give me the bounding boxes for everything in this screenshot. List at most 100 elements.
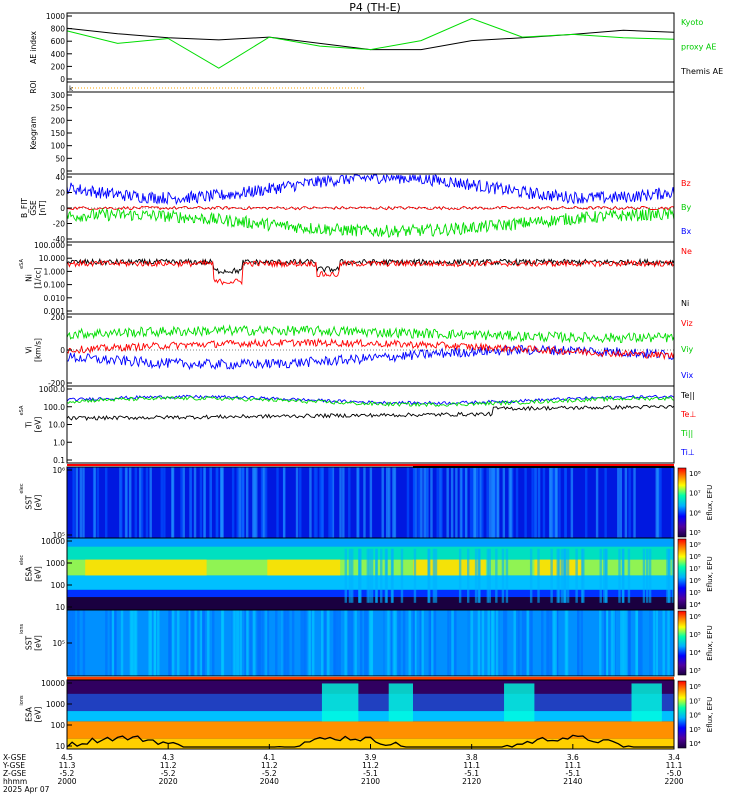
spectrogram-band: [469, 467, 473, 538]
spectrogram-band: [433, 610, 437, 676]
spectrogram-band: [320, 610, 324, 676]
spectrogram-band: [203, 467, 206, 538]
spectrogram-band: [109, 610, 113, 676]
spectrogram-band: [354, 610, 357, 676]
spectrogram-band: [72, 610, 76, 676]
spectrogram-band: [72, 467, 75, 538]
spectrogram-band: [309, 467, 312, 538]
spectrogram-band: [474, 467, 478, 538]
y-axis-label: Vi: [25, 346, 34, 353]
legend-label: Ni: [681, 299, 689, 308]
y-axis-superscript: ions: [19, 695, 25, 706]
colorbar-tick-label: 10⁵: [689, 726, 701, 734]
y-tick-label: 250: [51, 104, 66, 113]
spectrogram-band: [335, 610, 339, 676]
panel-frame-roi: [66, 81, 675, 93]
spectrogram-band: [236, 610, 240, 676]
x-tick-label: -5.2: [262, 769, 277, 778]
y-axis-label-sst_e: SST [eV] elec: [19, 483, 43, 510]
viy-line: [66, 324, 675, 344]
spectrogram-band: [295, 467, 299, 538]
ti-parallel-line: [66, 395, 675, 408]
spectrogram-band: [413, 467, 416, 538]
spectrogram-band: [199, 467, 203, 538]
spectrogram-band: [241, 467, 244, 538]
legend-label: Vix: [681, 371, 694, 380]
colorbar-tick-label: 10⁴: [689, 649, 701, 657]
x-tick-label: -5.2: [60, 769, 75, 778]
y-axis-label: [1/cc]: [34, 267, 43, 288]
x-tick-label: 11.1: [666, 761, 683, 770]
y-tick-label: 1.000: [44, 267, 66, 276]
legend-label: Ti⊥: [680, 448, 695, 457]
y-axis-label: [eV]: [34, 566, 43, 582]
y-axis-label-bfield: B_FIT GSE [nT]: [20, 198, 47, 218]
spectrogram-band: [145, 467, 149, 538]
spectrogram-band: [284, 610, 287, 676]
spectrogram-band: [576, 610, 580, 676]
spectrogram-band: [421, 610, 424, 676]
spectrogram-band: [524, 610, 527, 676]
spectrogram-band: [363, 467, 366, 538]
spectrogram-band: [558, 467, 561, 538]
colorbar-tick-label: 10⁷: [689, 697, 701, 705]
spectrogram-band: [656, 467, 659, 538]
spectrogram-band: [313, 467, 317, 538]
spectrogram-band: [255, 467, 258, 538]
legend-label: Viy: [681, 345, 694, 354]
spectrogram-band: [599, 548, 602, 603]
y-axis-label: [eV]: [34, 635, 43, 651]
y-axis-label: GSE: [29, 200, 38, 216]
x-tick-label: 2100: [361, 777, 380, 786]
x-tick-label: 2140: [563, 777, 582, 786]
spectrogram-band: [628, 467, 631, 538]
spectrogram-band: [347, 610, 351, 676]
y-tick-label: 10000: [41, 679, 65, 688]
spectrogram-band: [488, 467, 492, 538]
spectrogram-band: [541, 610, 544, 676]
spectrogram-band: [605, 548, 608, 603]
spectrogram-band: [521, 610, 525, 676]
spectrogram-band: [477, 548, 480, 603]
spectrogram-band: [458, 548, 462, 603]
spectrogram-band: [192, 610, 195, 676]
colorbar-tick-label: 10⁸: [689, 470, 701, 478]
y-tick-label: 10⁵: [52, 639, 65, 648]
ne-line: [66, 259, 675, 286]
spectrogram-band: [566, 548, 570, 603]
colorbar-label-group: Eflux, EFU: [706, 697, 714, 732]
colorbar-tick-label: 10⁸: [689, 553, 701, 561]
spectrogram-band: [488, 548, 491, 603]
y-tick-label: 10.0: [48, 421, 65, 430]
colorbar-label-group: Eflux, EFU: [706, 556, 714, 591]
y-axis-label: SST: [25, 495, 34, 510]
y-axis-label-esa_i: ESA [eV] ions: [19, 695, 43, 722]
spectrogram-band: [627, 548, 631, 603]
x-tick-label: -5.1: [464, 769, 479, 778]
x-tick-label: -5.0: [667, 769, 682, 778]
y-axis-label-ae: AE index: [29, 31, 38, 64]
y-tick-label: 40: [55, 173, 65, 182]
y-tick-label: 100: [51, 581, 66, 590]
spectrogram-band: [608, 610, 611, 676]
spectrogram-band: [149, 610, 153, 676]
y-axis-label: [km/s]: [34, 338, 43, 362]
date-label: 2025 Apr 07: [3, 785, 50, 794]
spectrogram-band: [129, 467, 132, 538]
x-row-label: Y-GSE: [2, 761, 25, 770]
spectrogram-band: [304, 610, 307, 676]
y-axis-label: Ti: [25, 421, 34, 428]
colorbar-tick-label: 10⁶: [689, 613, 701, 621]
spectrogram-band: [276, 467, 279, 538]
spectrogram-band: [546, 610, 549, 676]
spectrogram-band: [234, 610, 237, 676]
esa-ion-boundary-line: [66, 734, 674, 748]
y-axis-superscript: elec: [19, 555, 25, 566]
spectrogram-band: [423, 467, 426, 538]
y-axis-label-roi: ROI: [29, 80, 38, 93]
y-axis-label-temp: Ti [eV] eSA: [19, 405, 43, 432]
spectrogram-band: [492, 610, 495, 676]
spectrogram-band: [599, 610, 602, 676]
spectrogram-band: [190, 610, 194, 676]
